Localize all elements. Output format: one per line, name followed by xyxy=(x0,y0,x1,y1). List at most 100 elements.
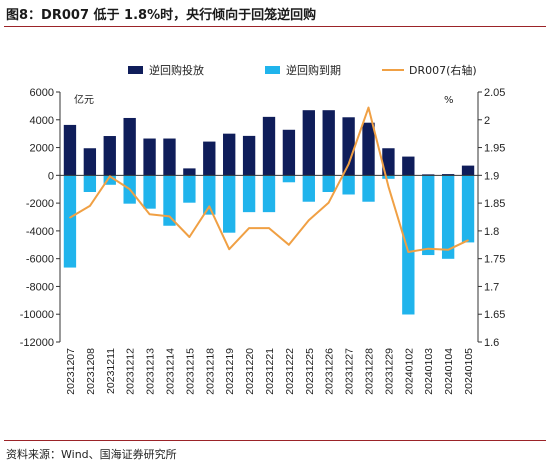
line-series xyxy=(69,106,469,253)
bar-repo-injection xyxy=(63,124,77,176)
bar-repo-injection xyxy=(103,136,116,176)
category-label: 20231214 xyxy=(164,348,176,395)
right-tick-label: 1.9 xyxy=(484,170,499,182)
dr007-point xyxy=(69,216,71,219)
bar-repo-injection xyxy=(342,117,355,176)
bar-repo-injection xyxy=(143,138,156,176)
legend-label: 逆回购到期 xyxy=(286,63,341,77)
category-label: 20231227 xyxy=(344,348,356,395)
category-label: 20231221 xyxy=(264,348,276,395)
bar-repo-maturity xyxy=(342,175,355,195)
bar-repo-injection xyxy=(441,174,455,176)
dr007-point xyxy=(327,201,330,204)
category-label: 20231219 xyxy=(224,348,236,395)
category-label: 20240102 xyxy=(403,348,415,395)
bar-repo-maturity xyxy=(103,175,116,185)
bar-repo-maturity xyxy=(83,175,97,192)
bar-repo-maturity xyxy=(362,175,375,202)
bar-repo-maturity xyxy=(203,175,216,215)
category-label: 20231213 xyxy=(145,348,157,395)
category-label: 20240104 xyxy=(443,348,455,395)
bar-repo-injection xyxy=(203,141,216,176)
right-axis: 2.05 2 1.95 1.9 1.85 1.8 1.75 1.7 1.65 1.6 xyxy=(477,87,505,349)
bar-repo-maturity xyxy=(262,175,276,213)
left-axis: 6000 4000 2000 0 -2000 -4000 -6000 -8000 -10000 -… xyxy=(20,87,61,349)
bar-repo-injection xyxy=(362,122,375,176)
bar-repo-maturity xyxy=(143,175,156,209)
dr007-point xyxy=(208,205,211,208)
dr007-point xyxy=(288,243,290,246)
dr007-point xyxy=(148,213,151,216)
dr007-point xyxy=(188,236,191,238)
dr007-point xyxy=(89,205,91,207)
category-label: 20231208 xyxy=(85,348,97,395)
chart: 逆回购投放 逆回购到期 DR007(右轴) 亿元 % 6000 4000 2000 0 -2… xyxy=(20,63,506,395)
bar-repo-injection xyxy=(322,110,335,176)
bar-repo-injection xyxy=(382,148,395,176)
category-label: 20231226 xyxy=(324,348,336,395)
bar-repo-maturity xyxy=(461,175,475,243)
bar-repo-injection xyxy=(163,138,176,176)
dr007-point xyxy=(447,248,449,251)
bar-series xyxy=(63,110,475,315)
legend: 逆回购投放 逆回购到期 DR007(右轴) xyxy=(128,63,477,77)
dr007-point xyxy=(308,219,310,222)
dr007-point xyxy=(128,188,131,191)
left-tick-label: 0 xyxy=(48,170,54,182)
legend-label: DR007(右轴) xyxy=(409,63,477,77)
source-divider xyxy=(4,440,546,441)
category-label: 20231212 xyxy=(125,348,137,395)
left-tick-label: -12000 xyxy=(20,337,54,349)
category-label: 20231229 xyxy=(383,348,395,395)
source-note: 资料来源：Wind、国海证券研究所 xyxy=(6,448,177,461)
dr007-point xyxy=(347,163,350,166)
right-tick-label: 1.95 xyxy=(484,143,505,155)
left-tick-label: -8000 xyxy=(26,281,54,293)
left-tick-label: -4000 xyxy=(26,226,54,238)
category-label: 20231211 xyxy=(105,348,117,394)
bar-repo-maturity xyxy=(302,175,315,202)
category-label: 20231228 xyxy=(364,348,376,395)
dr007-point xyxy=(248,227,250,229)
right-tick-label: 2.05 xyxy=(484,87,505,99)
bar-repo-maturity xyxy=(382,175,395,179)
right-tick-label: 1.6 xyxy=(484,337,499,349)
left-tick-label: -6000 xyxy=(26,254,54,266)
category-label: 20231225 xyxy=(304,348,316,395)
right-tick-label: 2 xyxy=(484,115,490,127)
bar-repo-injection xyxy=(223,133,236,176)
bar-repo-maturity xyxy=(163,175,176,226)
bar-repo-maturity xyxy=(63,175,77,268)
bar-repo-injection xyxy=(83,148,97,176)
bar-repo-injection xyxy=(183,168,196,176)
legend-swatch xyxy=(128,66,143,74)
category-label: 20231220 xyxy=(244,348,256,395)
right-tick-label: 1.8 xyxy=(484,226,499,238)
category-label: 20231215 xyxy=(184,348,196,395)
bar-repo-maturity xyxy=(322,175,335,192)
dr007-point xyxy=(407,251,410,253)
bar-repo-maturity xyxy=(422,175,435,256)
dr007-point xyxy=(427,247,430,250)
bar-repo-maturity xyxy=(183,175,196,203)
left-tick-label: 4000 xyxy=(30,115,54,127)
bar-repo-maturity xyxy=(441,175,455,259)
dr007-point xyxy=(387,185,390,188)
bar-repo-injection xyxy=(282,129,296,176)
right-tick-label: 1.75 xyxy=(484,254,505,266)
legend-label: 逆回购投放 xyxy=(149,63,204,77)
bar-repo-maturity xyxy=(282,175,296,183)
bar-repo-injection xyxy=(461,165,475,176)
left-tick-label: -2000 xyxy=(26,198,54,210)
dr007-point xyxy=(367,106,370,109)
right-axis-unit: % xyxy=(444,95,454,106)
bar-repo-injection xyxy=(402,156,415,176)
category-axis: 20231207 20231208 20231211 20231212 20231213… xyxy=(65,348,475,395)
category-label: 20231222 xyxy=(284,348,296,395)
dr007-point xyxy=(467,239,469,242)
left-tick-label: 6000 xyxy=(30,87,54,99)
left-axis-unit: 亿元 xyxy=(74,93,94,106)
category-label: 20231218 xyxy=(204,348,216,395)
bar-repo-injection xyxy=(242,135,256,176)
figure-title: 图8：DR007 低于 1.8%时，央行倾向于回笼逆回购 xyxy=(6,8,317,23)
